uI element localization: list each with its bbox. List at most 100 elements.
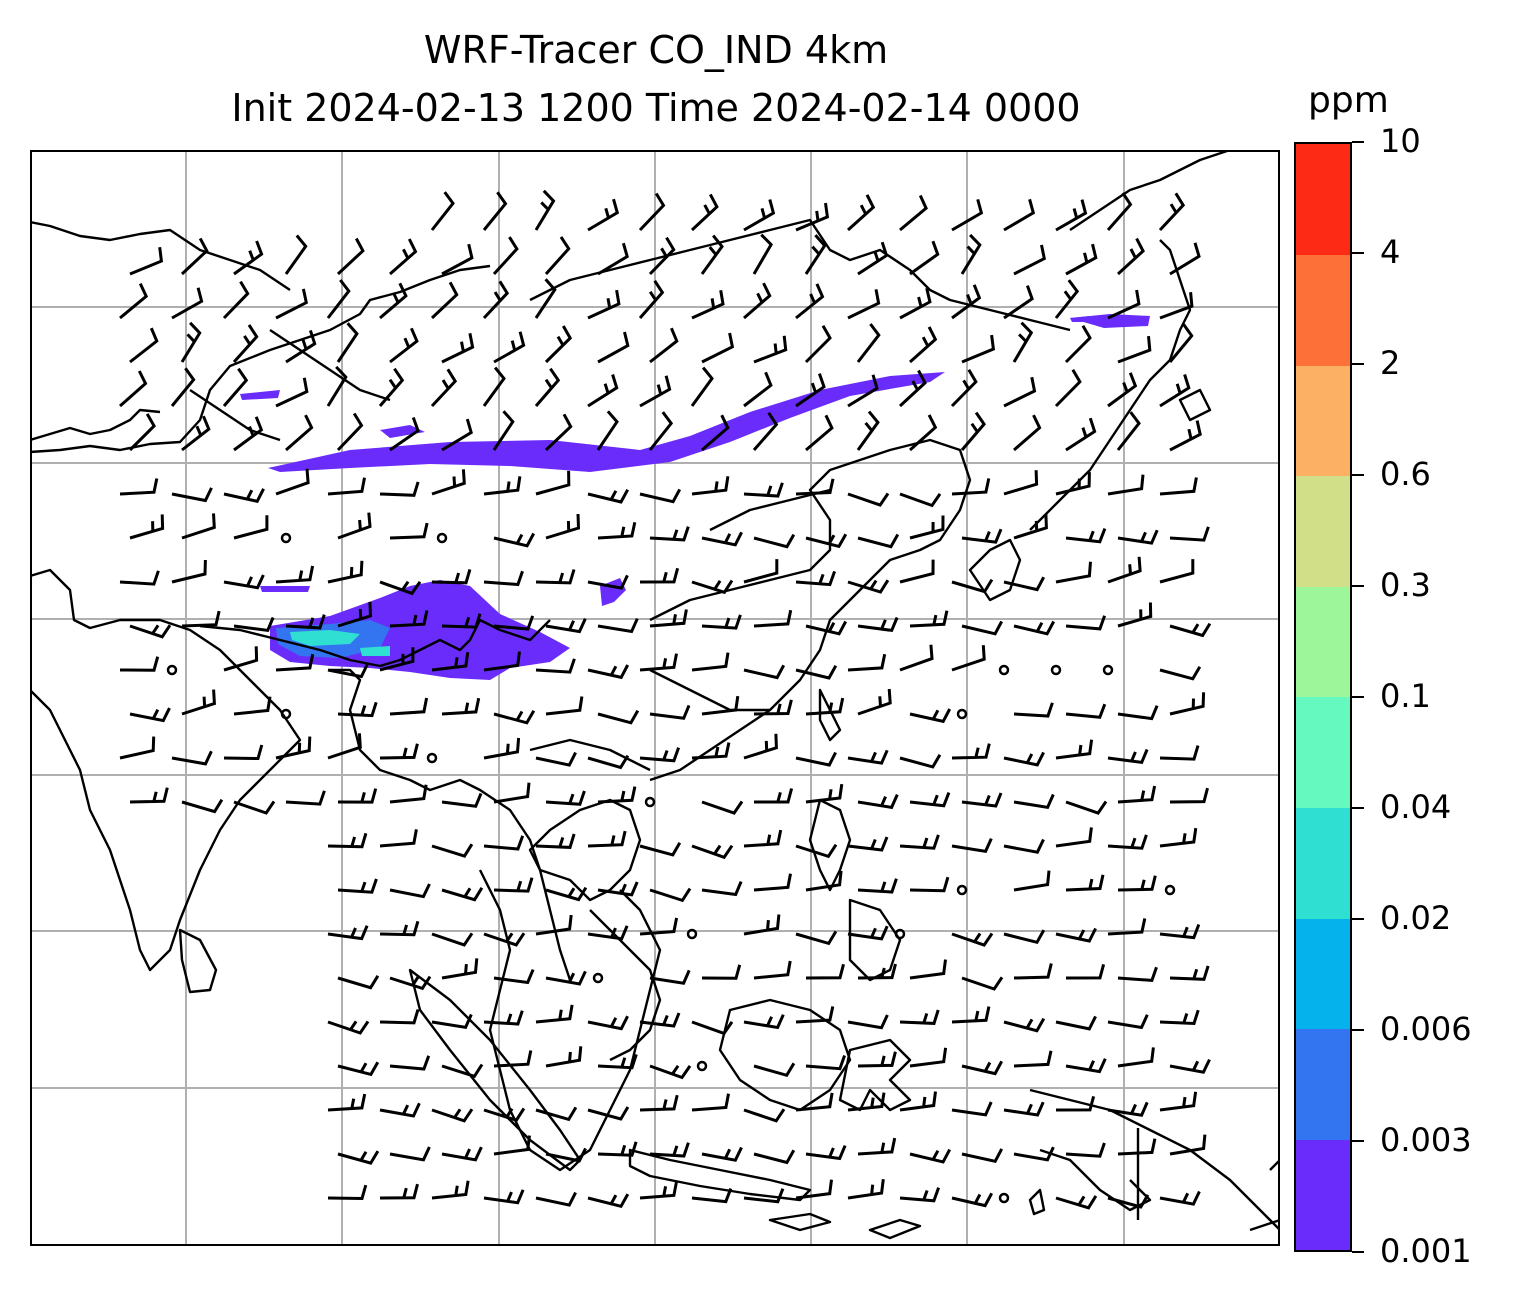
wind-barb	[951, 743, 991, 760]
wind-barb	[639, 653, 678, 672]
colorbar-tick	[1352, 252, 1364, 254]
wind-barb	[493, 1050, 533, 1068]
wind-barb	[1065, 243, 1098, 276]
wind-barb	[389, 522, 429, 540]
wind-barb	[181, 610, 221, 628]
wind-barb	[587, 664, 630, 680]
wind-barb	[1169, 622, 1212, 638]
wind-barb	[743, 1188, 785, 1204]
wind-barb	[1117, 335, 1152, 364]
calm-wind-marker	[1164, 884, 1176, 896]
wind-barb	[1065, 615, 1107, 631]
wind-barb	[535, 658, 576, 674]
wind-barb	[181, 513, 216, 540]
calm-wind-marker	[592, 972, 604, 984]
wind-barb	[441, 697, 481, 716]
wind-barb	[909, 708, 952, 724]
wind-barb	[909, 792, 951, 808]
tracer-plume-south	[260, 578, 626, 680]
wind-barb	[431, 469, 466, 496]
wind-barb	[795, 1092, 834, 1112]
wind-barb	[535, 569, 576, 585]
wind-barb	[909, 515, 945, 540]
wind-barb	[483, 1189, 525, 1205]
wind-barb	[1065, 1058, 1107, 1074]
wind-barb	[638, 279, 665, 319]
map-title-line2: Init 2024-02-13 1200 Time 2024-02-14 000…	[231, 86, 1081, 130]
colorbar-tick-label: 0.3	[1380, 566, 1431, 604]
wind-barb	[691, 289, 725, 320]
wind-barb	[441, 792, 483, 808]
wind-barb	[690, 193, 719, 232]
wind-barb	[379, 829, 418, 848]
wind-barb	[1117, 785, 1157, 804]
colorbar-tick-label: 0.6	[1380, 455, 1431, 493]
wind-barb	[587, 754, 630, 770]
wind-barb	[535, 833, 576, 849]
wind-barb	[129, 624, 172, 639]
wind-barb	[1065, 1142, 1106, 1158]
calm-wind-marker	[894, 928, 906, 940]
wind-barb	[545, 618, 587, 634]
wind-barb	[389, 1146, 431, 1162]
wind-barb	[180, 237, 209, 276]
colorbar-segment	[1296, 144, 1350, 256]
wind-barb	[1159, 665, 1202, 681]
calm-wind-marker	[644, 796, 656, 808]
wind-barb	[639, 488, 682, 504]
wind-barb	[857, 241, 889, 276]
wind-barb	[847, 1014, 889, 1030]
wind-barb	[337, 512, 372, 540]
wind-barb	[587, 830, 627, 848]
wind-barb	[899, 194, 928, 232]
wind-barb	[743, 199, 776, 232]
wind-barb	[431, 932, 474, 947]
wind-barb	[483, 737, 521, 760]
wind-barb	[1055, 472, 1091, 496]
wind-barb	[951, 1006, 991, 1024]
wind-barb	[171, 487, 213, 503]
wind-barb	[1117, 705, 1159, 721]
wind-barb	[743, 829, 783, 848]
colorbar-tick	[1352, 1251, 1364, 1253]
wind-barb	[233, 515, 269, 540]
wind-barb	[795, 1179, 833, 1200]
wind-barb	[596, 410, 619, 451]
wind-barb	[430, 281, 459, 320]
wind-barb	[805, 697, 845, 716]
wind-barb	[639, 747, 681, 763]
wind-barb	[1107, 918, 1147, 936]
map-panel	[30, 150, 1280, 1246]
wind-barb	[899, 287, 932, 320]
wind-barb	[1003, 376, 1037, 408]
wind-barb	[545, 1046, 583, 1068]
wind-barb	[951, 837, 993, 853]
wind-barb	[1159, 477, 1198, 496]
wind-barb	[587, 289, 621, 320]
wind-barb	[535, 1004, 574, 1024]
wind-barb	[431, 568, 472, 585]
wind-barb	[649, 526, 690, 542]
wind-barb	[327, 477, 366, 496]
wind-barb	[701, 800, 744, 815]
wind-barb	[951, 578, 994, 594]
wind-barb	[1159, 374, 1191, 408]
wind-barb	[597, 881, 639, 897]
wind-barb	[753, 1062, 796, 1078]
wind-barb	[701, 531, 743, 547]
wind-barb	[597, 786, 637, 804]
colorbar-tick	[1352, 585, 1364, 587]
wind-barb	[743, 733, 778, 760]
wind-barb	[1116, 411, 1141, 451]
wind-barb	[1065, 528, 1107, 544]
wind-barb	[275, 653, 315, 672]
wind-barb	[691, 742, 731, 760]
wind-barb	[379, 647, 415, 672]
wind-barb	[701, 695, 740, 716]
wind-barb	[337, 701, 378, 718]
wind-barb	[1012, 321, 1034, 363]
wind-barb	[847, 579, 890, 594]
wind-barb	[587, 1193, 630, 1209]
wind-barb	[379, 1009, 420, 1025]
colorbar-tick-label: 4	[1380, 233, 1401, 271]
